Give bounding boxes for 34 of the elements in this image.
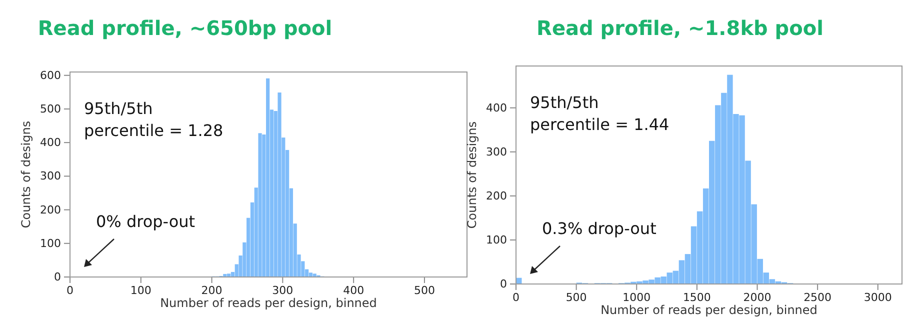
y-tick-label: 200	[486, 189, 507, 202]
chart-title: Read profile, ~1.8kb pool	[536, 16, 824, 40]
x-tick-label: 0	[66, 284, 74, 297]
annotation: 0% drop-out	[96, 212, 196, 231]
y-tick-label: 400	[40, 136, 61, 150]
annotation: 95th/5th percentile = 1.44	[530, 93, 670, 134]
y-tick-label: 500	[40, 102, 61, 116]
y-axis-title: Counts of designs	[465, 121, 479, 229]
x-tick-label: 1500	[682, 290, 711, 304]
y-tick-label: 400	[486, 101, 507, 114]
x-tick-label: 500	[566, 290, 587, 304]
y-tick-label: 200	[40, 203, 61, 216]
x-tick-label: 500	[414, 284, 435, 297]
y-tick-label: 100	[40, 236, 61, 250]
x-tick-label: 200	[201, 284, 222, 297]
x-tick-label: 300	[272, 284, 294, 297]
chart-title: Read profile, ~650bp pool	[38, 16, 332, 40]
x-tick-label: 2000	[743, 290, 772, 304]
y-tick-label: 600	[40, 68, 61, 82]
x-tick-label: 100	[130, 284, 152, 297]
annotation: 95th/5th percentile = 1.28	[84, 99, 224, 140]
y-axis-title: Counts of designs	[19, 120, 33, 228]
y-tick-label: 300	[40, 170, 61, 183]
annotation: 0.3% drop-out	[542, 219, 656, 238]
y-tick-label: 300	[486, 145, 507, 158]
x-tick-label: 2500	[804, 290, 832, 304]
y-tick-label: 100	[486, 233, 507, 246]
x-axis-title: Number of reads per design, binned	[160, 296, 377, 310]
y-tick-label: 0	[54, 270, 61, 284]
x-tick-label: 400	[343, 284, 364, 297]
x-tick-label: 1000	[622, 290, 651, 304]
x-axis-title: Number of reads per design, binned	[600, 303, 818, 317]
x-tick-label: 3000	[864, 290, 892, 304]
x-tick-label: 0	[512, 290, 520, 304]
